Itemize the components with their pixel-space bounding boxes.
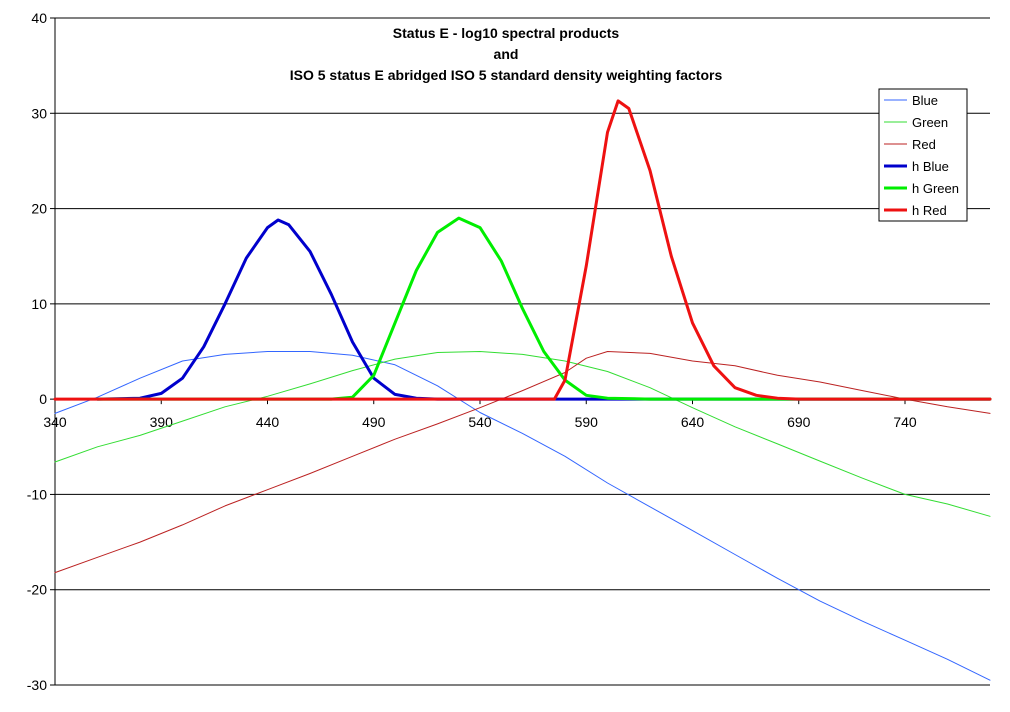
- x-tick-label: 640: [681, 414, 705, 430]
- x-tick-label: 740: [893, 414, 917, 430]
- chart-title-line: ISO 5 status E abridged ISO 5 standard d…: [290, 67, 723, 83]
- axes: [50, 17, 906, 686]
- series-line-blue: [54, 351, 991, 681]
- x-tick-label: 590: [575, 414, 599, 430]
- y-tick-label: 40: [31, 10, 47, 26]
- x-tick-label: 490: [362, 414, 386, 430]
- y-tick-label: 0: [39, 391, 47, 407]
- x-tick-label: 540: [468, 414, 492, 430]
- x-tick-label: 440: [256, 414, 280, 430]
- legend-label: Red: [912, 137, 936, 152]
- chart-title-line: and: [494, 46, 519, 62]
- chart-title: Status E - log10 spectral products and ISO…: [290, 25, 723, 83]
- series-lines: [53, 99, 992, 681]
- gridlines: [55, 17, 990, 686]
- series-line-h-red: [53, 99, 992, 401]
- y-tick-label: -30: [27, 677, 47, 693]
- series-line-h-blue: [96, 218, 992, 401]
- x-tick-label: 340: [43, 414, 67, 430]
- y-tick-label: -20: [27, 582, 47, 598]
- y-tick-label: 20: [31, 201, 47, 217]
- x-tick-label: 690: [787, 414, 811, 430]
- legend-label: h Blue: [912, 159, 949, 174]
- legend-label: Blue: [912, 93, 938, 108]
- chart-title-line: Status E - log10 spectral products: [393, 25, 620, 41]
- legend-box: [878, 88, 968, 222]
- y-tick-label: -10: [27, 486, 47, 502]
- legend: Blue Green Red h Blue h Green h Red: [878, 88, 968, 222]
- series-line-green: [54, 351, 991, 517]
- legend-label: h Green: [912, 181, 959, 196]
- legend-label: Green: [912, 115, 948, 130]
- y-tick-label: 10: [31, 296, 47, 312]
- series-line-red: [54, 351, 991, 574]
- series-line-h-green: [96, 216, 992, 401]
- y-tick-label: 30: [31, 105, 47, 121]
- legend-label: h Red: [912, 203, 947, 218]
